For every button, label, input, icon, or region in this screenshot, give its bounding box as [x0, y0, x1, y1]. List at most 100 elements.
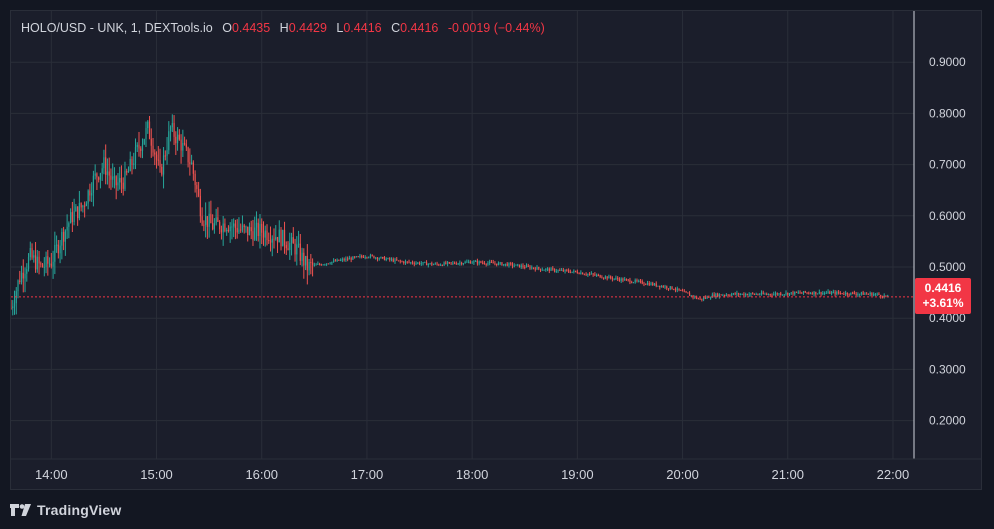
candle-body	[645, 284, 647, 286]
candle-body	[657, 285, 659, 287]
candle-body	[304, 255, 307, 266]
tradingview-logo-icon[interactable]	[10, 503, 32, 517]
close-label: C	[391, 21, 401, 35]
candle-body	[176, 134, 179, 144]
candle-body	[634, 280, 636, 283]
candle-body	[201, 216, 203, 225]
candle-body	[475, 260, 477, 262]
candle-body	[147, 121, 149, 129]
candle-body	[252, 231, 254, 240]
candle-body	[289, 242, 291, 250]
candle-body	[773, 294, 775, 296]
candle-body	[774, 293, 777, 295]
tradingview-brand[interactable]: TradingView	[37, 502, 122, 518]
candle-body	[243, 225, 245, 228]
candle-body	[269, 240, 272, 243]
candle-body	[390, 259, 393, 261]
candle-body	[78, 203, 80, 219]
low-value: 0.4416	[343, 21, 382, 35]
candle-body	[168, 131, 170, 151]
candle-body	[615, 277, 617, 279]
price-axis: 0.2000 0.3000 0.4000 0.5000 0.6000 0.7000 0.80…	[929, 55, 966, 427]
candle-body	[680, 290, 682, 292]
candle-body	[701, 298, 703, 300]
candle-body	[441, 264, 443, 266]
candle-body	[446, 262, 449, 264]
candle-body	[590, 273, 592, 275]
symbol-label[interactable]: HOLO/USD - UNK, 1, DEXTools.io	[21, 21, 213, 35]
candle-body	[822, 292, 824, 295]
candle-body	[273, 238, 275, 240]
candle-body	[24, 273, 26, 279]
candle-body	[115, 176, 117, 186]
candle-body	[762, 292, 764, 294]
candle-body	[727, 294, 729, 296]
candle-body	[94, 173, 96, 176]
candle-body	[559, 270, 561, 272]
candle-body	[539, 268, 542, 271]
candle-body	[229, 226, 231, 232]
candle-body	[771, 294, 773, 296]
candle-body	[113, 176, 116, 178]
candle-body	[38, 256, 40, 264]
candle-body	[809, 293, 812, 295]
candle-body	[297, 243, 300, 245]
candle-body	[438, 264, 440, 266]
candle-body	[63, 232, 65, 242]
candle-body	[560, 269, 563, 271]
candle-body	[64, 230, 66, 242]
candle-body	[417, 262, 419, 264]
candle-body	[108, 171, 110, 176]
candle-body	[138, 144, 140, 149]
candle-body	[473, 261, 475, 263]
candle-body	[320, 264, 322, 266]
candle-body	[608, 276, 610, 279]
y-tick-label: 0.9000	[929, 55, 966, 69]
candle-body	[29, 248, 31, 258]
candle-body	[382, 257, 384, 259]
candle-body	[673, 289, 675, 291]
candle-body	[594, 274, 596, 276]
candle-body	[564, 269, 566, 272]
candle-body	[261, 223, 263, 233]
candle-body	[169, 127, 172, 132]
candle-body	[794, 291, 796, 295]
candle-body	[355, 256, 358, 258]
candle-body	[71, 212, 73, 222]
candlestick-chart[interactable]: 0.2000 0.3000 0.4000 0.5000 0.6000 0.7000 0.80…	[11, 11, 982, 490]
candle-body	[105, 157, 107, 175]
candle-body	[569, 271, 571, 273]
candle-body	[532, 267, 535, 269]
candle-body	[371, 255, 373, 257]
candle-body	[13, 303, 16, 307]
candle-body	[596, 274, 598, 276]
candle-body	[736, 293, 738, 295]
candle-body	[84, 205, 86, 207]
candle-body	[606, 276, 608, 279]
y-tick-label: 0.4000	[929, 311, 966, 325]
candle-body	[574, 270, 577, 272]
candle-body	[622, 278, 624, 281]
candle-body	[287, 248, 289, 250]
candle-body	[450, 262, 452, 264]
candle-body	[413, 263, 415, 265]
candle-body	[22, 272, 24, 279]
candle-body	[724, 295, 726, 297]
candle-body	[301, 252, 303, 261]
candle-body	[152, 145, 154, 153]
candle-body	[843, 293, 845, 295]
candle-body	[587, 273, 589, 275]
candle-body	[19, 280, 21, 282]
candle-body	[464, 261, 466, 264]
time-axis: 14:00 15:00 16:00 17:00 18:00 19:00 20:00 21:00…	[35, 467, 909, 482]
candle-body	[226, 229, 228, 232]
close-value: 0.4416	[400, 21, 439, 35]
candle-body	[282, 229, 284, 247]
candle-body	[17, 280, 19, 292]
candle-body	[182, 142, 184, 151]
candle-body	[664, 286, 666, 288]
candle-body	[389, 258, 391, 260]
candle-body	[459, 262, 461, 264]
candle-body	[753, 293, 756, 295]
y-tick-label: 0.5000	[929, 260, 966, 274]
